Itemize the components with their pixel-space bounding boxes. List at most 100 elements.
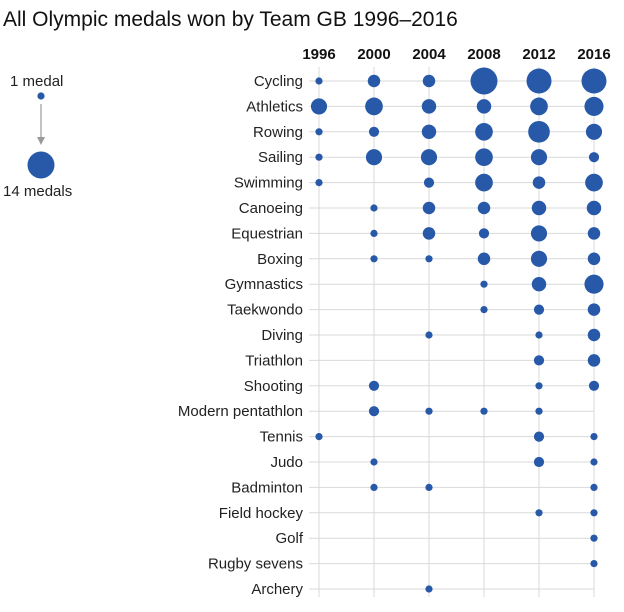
sport-label-badminton: Badminton bbox=[231, 479, 303, 496]
medal-dot-diving-2012 bbox=[535, 331, 543, 339]
legend-min-label: 1 medal bbox=[10, 73, 63, 90]
medal-dot-shooting-2000 bbox=[368, 380, 380, 391]
medal-dot-modern-pentathlon-2012 bbox=[535, 407, 543, 415]
medal-dot-taekwondo-2012 bbox=[533, 304, 545, 315]
medal-dot-tennis-2012 bbox=[533, 431, 545, 442]
medal-dot-sailing-2004 bbox=[420, 149, 438, 166]
legend-max-label: 14 medals bbox=[3, 183, 72, 200]
medal-dot-cycling-2016 bbox=[581, 68, 607, 94]
medal-dot-equestrian-2008 bbox=[478, 228, 490, 239]
medal-dot-triathlon-2012 bbox=[533, 355, 545, 366]
medal-dot-cycling-2004 bbox=[422, 74, 436, 88]
medal-dot-gymnastics-2012 bbox=[531, 276, 547, 292]
medal-dot-athletics-2012 bbox=[530, 97, 548, 116]
medal-dot-diving-2004 bbox=[425, 331, 433, 339]
medal-dot-swimming-2008 bbox=[475, 173, 493, 192]
sport-label-equestrian: Equestrian bbox=[231, 225, 303, 242]
medal-dot-sailing-2012 bbox=[530, 149, 548, 166]
medal-dot-rowing-2008 bbox=[475, 122, 493, 141]
medal-dot-badminton-2016 bbox=[590, 483, 598, 492]
medal-dots bbox=[310, 67, 607, 593]
medal-dot-rowing-2004 bbox=[421, 124, 437, 140]
medal-dot-equestrian-2004 bbox=[422, 227, 436, 240]
year-headers: 1996 2000 2004 2008 2012 2016 bbox=[302, 46, 610, 63]
sport-labels: Cycling Athletics Rowing Sailing Swimming Can… bbox=[178, 73, 304, 598]
medal-dot-canoeing-2004 bbox=[422, 201, 436, 215]
legend-max-dot bbox=[27, 151, 55, 179]
medal-dot-canoeing-2012 bbox=[531, 200, 547, 216]
medal-dot-cycling-2000 bbox=[367, 74, 381, 88]
sport-label-gymnastics: Gymnastics bbox=[225, 276, 303, 293]
chart-title: All Olympic medals won by Team GB 1996–2… bbox=[3, 8, 458, 31]
medal-dot-swimming-2004 bbox=[423, 177, 435, 188]
year-header-1996: 1996 bbox=[302, 46, 335, 63]
medal-dot-badminton-2004 bbox=[425, 483, 433, 492]
medal-dot-rowing-2012 bbox=[528, 120, 550, 143]
sport-label-modern-pentathlon: Modern pentathlon bbox=[178, 403, 303, 420]
medal-dot-judo-2000 bbox=[370, 458, 378, 466]
medal-dot-sailing-2008 bbox=[475, 148, 493, 167]
medal-dot-sailing-2016 bbox=[588, 152, 600, 163]
legend-min-dot bbox=[37, 92, 45, 100]
medal-dot-sailing-1996 bbox=[315, 153, 323, 161]
legend: 1 medal 14 medals bbox=[3, 73, 72, 200]
medal-dot-rowing-2016 bbox=[585, 123, 603, 140]
medal-dot-modern-pentathlon-2004 bbox=[425, 407, 433, 415]
medal-dot-modern-pentathlon-2000 bbox=[368, 406, 380, 417]
medal-dot-boxing-2016 bbox=[587, 252, 601, 266]
medal-dot-modern-pentathlon-2008 bbox=[480, 407, 488, 415]
medal-dot-diving-2016 bbox=[587, 328, 601, 342]
medal-dot-badminton-2000 bbox=[370, 483, 378, 492]
year-header-2016: 2016 bbox=[577, 46, 610, 63]
medal-dot-gymnastics-2008 bbox=[480, 280, 488, 288]
medal-dot-judo-2012 bbox=[533, 456, 545, 468]
year-header-2008: 2008 bbox=[467, 46, 500, 63]
medal-dot-sailing-2000 bbox=[365, 149, 383, 166]
medal-dot-archery-2004 bbox=[425, 585, 433, 593]
sport-label-swimming: Swimming bbox=[234, 175, 303, 192]
sport-label-triathlon: Triathlon bbox=[245, 352, 303, 369]
medal-dot-swimming-2012 bbox=[532, 176, 546, 189]
medal-dot-tennis-2016 bbox=[590, 432, 598, 441]
grid bbox=[309, 67, 595, 597]
sport-label-golf: Golf bbox=[275, 530, 303, 547]
sport-label-sailing: Sailing bbox=[258, 149, 303, 166]
medal-dot-triathlon-2016 bbox=[587, 354, 601, 367]
sport-label-boxing: Boxing bbox=[257, 251, 303, 268]
medal-dot-cycling-2012 bbox=[526, 68, 552, 94]
medal-dot-shooting-2012 bbox=[535, 382, 543, 390]
sport-label-rugby-sevens: Rugby sevens bbox=[208, 556, 303, 573]
medal-dot-boxing-2000 bbox=[370, 255, 378, 263]
sport-label-shooting: Shooting bbox=[244, 378, 303, 395]
sport-label-field-hockey: Field hockey bbox=[219, 505, 304, 522]
medal-dot-tennis-1996 bbox=[315, 432, 323, 441]
medal-dot-equestrian-2012 bbox=[530, 225, 548, 242]
medal-dot-athletics-1996 bbox=[310, 98, 328, 115]
medal-dot-golf-2016 bbox=[590, 534, 598, 542]
medal-dot-taekwondo-2016 bbox=[587, 303, 601, 316]
medal-dot-swimming-2016 bbox=[585, 173, 603, 192]
medal-dot-field-hockey-2016 bbox=[590, 509, 598, 517]
sport-label-canoeing: Canoeing bbox=[239, 200, 303, 217]
medal-dot-boxing-2004 bbox=[425, 255, 433, 263]
sport-label-rowing: Rowing bbox=[253, 124, 303, 141]
medal-dot-rowing-2000 bbox=[368, 126, 380, 137]
year-header-2004: 2004 bbox=[412, 46, 446, 63]
medal-dot-athletics-2000 bbox=[365, 97, 383, 116]
medal-dot-canoeing-2000 bbox=[370, 204, 378, 212]
medal-dot-canoeing-2016 bbox=[586, 200, 602, 216]
sport-label-judo: Judo bbox=[270, 454, 303, 471]
medal-dot-rugby-sevens-2016 bbox=[590, 559, 598, 568]
medal-dot-athletics-2004 bbox=[421, 99, 437, 114]
medal-dot-boxing-2008 bbox=[477, 252, 491, 266]
sport-label-tennis: Tennis bbox=[260, 429, 303, 446]
medal-dot-cycling-2008 bbox=[470, 67, 498, 95]
medal-dot-boxing-2012 bbox=[530, 250, 548, 267]
sport-label-diving: Diving bbox=[261, 327, 303, 344]
medal-dot-field-hockey-2012 bbox=[535, 509, 543, 517]
medal-dot-equestrian-2016 bbox=[587, 227, 601, 240]
medal-dot-shooting-2016 bbox=[588, 380, 600, 391]
medal-dot-cycling-1996 bbox=[315, 77, 323, 85]
medal-dot-judo-2016 bbox=[590, 458, 598, 466]
